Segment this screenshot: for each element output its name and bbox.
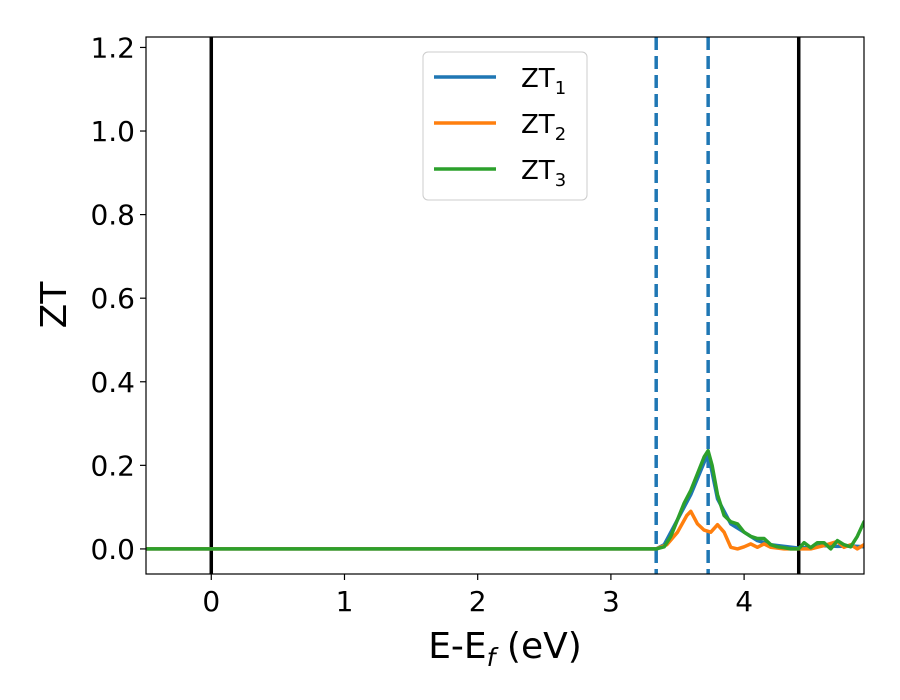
x-axis-ticks: 0 1 2 3 4 — [202, 574, 753, 618]
series-line-zt2 — [146, 509, 864, 551]
x-tick-label: 3 — [602, 585, 620, 618]
x-axis-label: E-Ef (eV) — [428, 626, 582, 672]
series-line-zt1 — [146, 451, 864, 551]
legend-entries: ZT1 ZT2 ZT3 — [434, 64, 566, 191]
x-tick-label: 4 — [735, 585, 753, 618]
legend-box — [422, 51, 588, 201]
series-line-zt3 — [146, 448, 864, 551]
x-axis-label-suffix: (eV) — [495, 626, 581, 667]
legend-label-zt3: ZT3 — [521, 156, 566, 191]
y-tick-label: 0.0 — [90, 533, 135, 566]
legend-label-zt1: ZT1 — [521, 64, 566, 99]
y-axis-label: ZT — [34, 281, 75, 329]
y-tick-label: 0.4 — [90, 366, 135, 399]
x-tick-label: 2 — [469, 585, 487, 618]
y-tick-label: 0.2 — [90, 449, 135, 482]
plot-frame — [145, 36, 865, 575]
x-axis-label-main: E-E — [428, 626, 486, 667]
legend: ZT1 ZT2 ZT3 — [422, 51, 588, 201]
x-tick-label: 0 — [202, 585, 220, 618]
y-tick-label: 0.6 — [90, 282, 135, 315]
x-tick-label: 1 — [336, 585, 354, 618]
y-tick-label: 1.0 — [90, 115, 135, 148]
y-axis-ticks: 0.0 0.2 0.4 0.6 0.8 1.0 1.2 — [90, 31, 146, 566]
legend-label-zt2: ZT2 — [521, 110, 566, 145]
y-tick-label: 0.8 — [90, 199, 135, 232]
y-tick-label: 1.2 — [90, 31, 135, 64]
reference-lines — [209, 37, 801, 574]
series-lines — [146, 448, 864, 551]
